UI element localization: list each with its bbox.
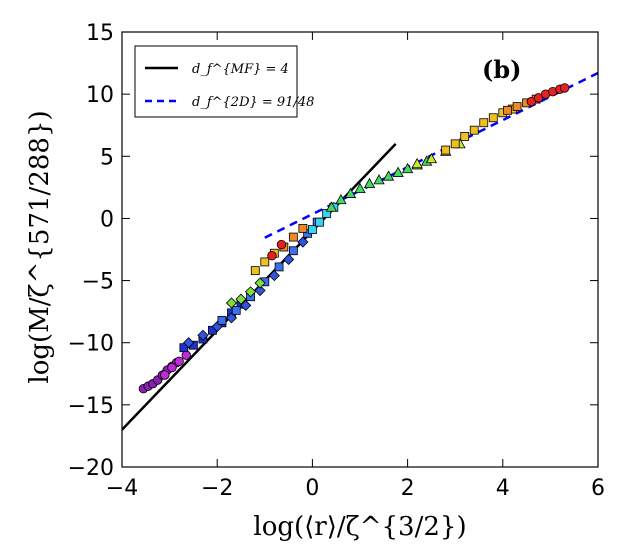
series-3 [183,236,309,349]
data-point [373,174,385,185]
y-tick-label: −5 [82,270,114,295]
data-point [217,315,227,325]
data-point [174,356,184,367]
data-point [268,270,280,282]
data-point [325,201,338,212]
data-point [401,162,414,174]
data-point [288,232,298,242]
data-point [411,157,423,169]
data-point [479,118,489,128]
series-1 [160,350,191,380]
data-point [231,305,241,315]
legend: d_f^{MF} = 4 d_f^{2D} = 91/48 [134,45,314,118]
data-point [425,152,438,164]
data-point [322,209,332,218]
x-tick-label: −4 [106,476,138,501]
data-point [254,284,266,297]
data-point [181,350,191,360]
data-point [307,225,317,235]
data-point [335,193,347,205]
data-point [197,329,209,341]
data-point [297,236,309,248]
data-point [244,286,257,298]
data-point [503,105,512,115]
y-tick-label: 5 [100,145,114,170]
y-tick-label: 10 [86,83,114,108]
x-tick-label: 0 [305,476,319,501]
data-point [167,362,177,373]
x-tick-label: 4 [496,476,510,501]
data-point [512,102,522,111]
data-point [160,370,170,380]
y-axis-title: log(M/ζ^{571/288}) [25,110,55,383]
data-point [298,223,308,233]
data-point [559,83,570,93]
data-point [276,239,287,250]
data-point [441,145,451,155]
series-11 [267,83,570,261]
legend-label-2d: d_f^{2D} = 91/48 [192,95,314,110]
x-axis-title: log(⟨r⟩/ζ^{3/2}) [253,512,466,542]
data-point [363,177,376,189]
data-point [225,297,238,309]
y-tick-label: −15 [68,394,114,419]
data-point [488,113,498,123]
data-points [138,83,570,394]
data-point [382,170,395,181]
data-point [283,253,295,266]
data-point [469,125,479,135]
legend-box [134,45,298,118]
fit-lines [122,71,598,431]
data-point [460,131,470,141]
data-point [254,277,266,289]
panel-label: (b) [482,55,522,84]
data-point [225,312,238,324]
legend-label-mf: d_f^{MF} = 4 [192,62,289,77]
y-tick-label: −20 [68,456,114,481]
data-point [250,266,260,276]
data-point [235,293,247,305]
data-point [260,257,270,267]
data-point [315,217,324,227]
data-point [274,262,284,272]
data-point [240,299,252,311]
data-point [354,182,366,194]
data-point [392,166,404,177]
data-point [183,337,195,349]
x-tick-label: 2 [401,476,415,501]
x-tick-label: 6 [591,476,605,501]
series-6 [225,277,266,309]
x-tick-label: −2 [201,476,233,501]
y-tick-label: 15 [86,21,114,46]
data-point [288,246,298,256]
y-tick-label: 0 [100,207,114,232]
data-point [344,187,357,198]
data-point [179,343,189,353]
data-point [450,139,460,149]
y-tick-label: −10 [68,332,114,357]
plot-frame [121,31,599,468]
data-point [267,251,277,261]
